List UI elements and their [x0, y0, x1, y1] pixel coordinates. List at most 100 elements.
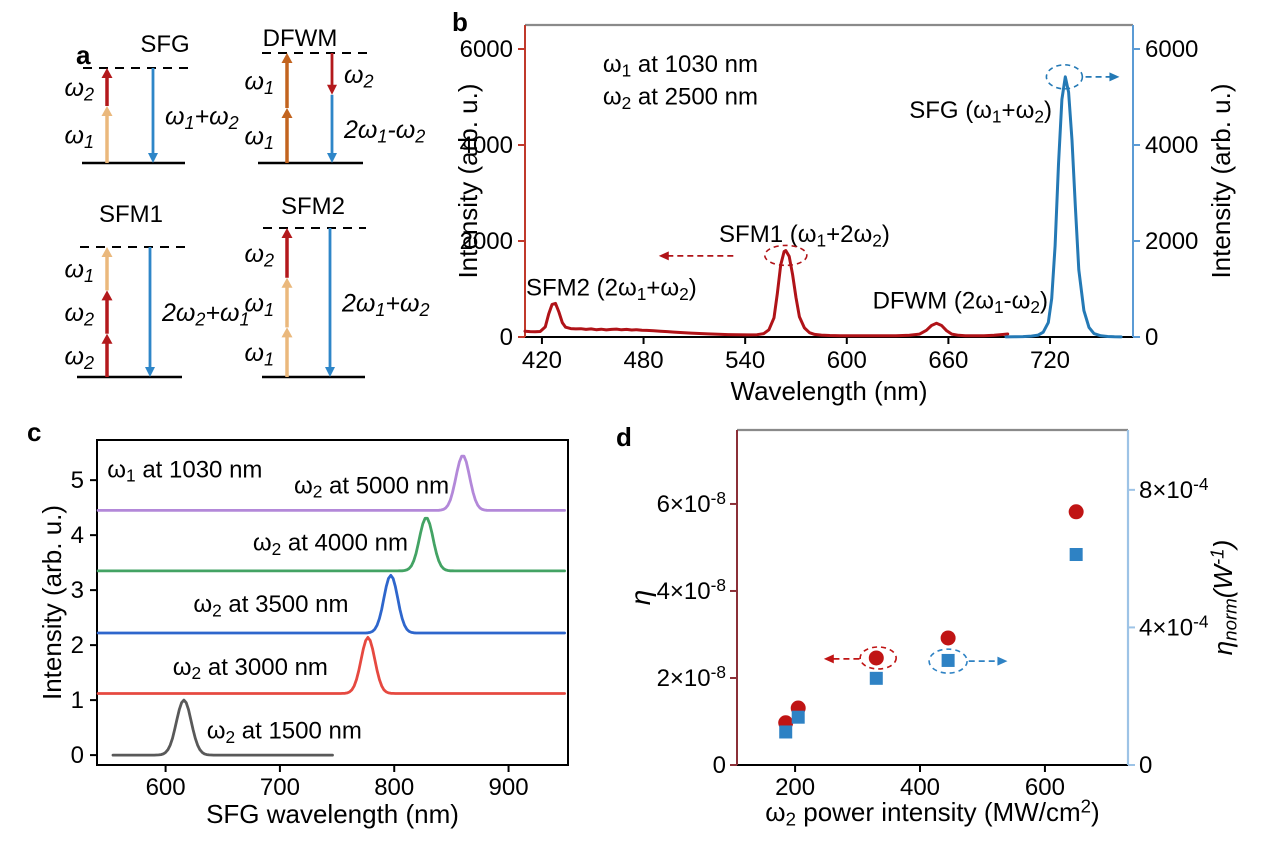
up-arrowhead	[101, 68, 113, 78]
b-x-tick-label: 540	[725, 347, 765, 374]
up-arrow-label: ω1	[245, 68, 275, 99]
b-x-tick-label: 480	[624, 347, 664, 374]
d-x-tick-label: 400	[900, 774, 940, 801]
d-left-y-tick-label: 4×10-8	[657, 575, 726, 605]
down-arrowhead	[148, 153, 158, 163]
dashed-arrow-head	[823, 654, 834, 664]
up-arrow-label: ω2	[65, 299, 95, 330]
diagram-sfm1: SFM1 ω2 ω2 ω1 2ω2+ω1	[65, 201, 249, 379]
dashed-ellipse-marker	[859, 646, 897, 670]
dashed-arrow-head	[1109, 72, 1120, 82]
c-plot-box	[96, 439, 569, 766]
b-left-y-tick-label: 6000	[460, 36, 513, 63]
diagram-title: DFWM	[263, 25, 338, 52]
d-x-axis-title: ω2 power intensity (MW/cm2)	[765, 795, 1099, 829]
b-x-tick-label: 720	[1030, 347, 1070, 374]
up-arrow-label: ω1	[245, 123, 275, 154]
c-w2-5000nm-label: ω2 at 5000 nm	[294, 472, 449, 501]
c-w2-1500nm-label: ω2 at 1500 nm	[207, 718, 362, 747]
b-left-y-axis-title: Intensity (arb. u.)	[453, 83, 483, 278]
dashed-ellipse-marker	[1045, 64, 1084, 90]
d-left-y-axis-title: η	[625, 590, 656, 606]
up-arrowhead	[281, 53, 293, 63]
d-eta-circles-point	[940, 630, 956, 646]
diagram-title: SFG	[140, 31, 189, 58]
up-arrowhead	[101, 290, 113, 301]
b-right-y-tick-label: 6000	[1145, 36, 1198, 63]
b-left-y-tick-label: 0	[500, 324, 513, 351]
up-arrowhead	[281, 108, 293, 118]
c-y-tick-label: 0	[71, 742, 84, 769]
annotation-text: ω2 at 2500 nm	[603, 84, 758, 113]
d-right-y-tick-label: 0	[1139, 752, 1152, 779]
d-eta-norm-squares-point	[869, 671, 883, 685]
b-right-y-tick-label: 0	[1145, 324, 1158, 351]
up-arrow-label: ω1	[245, 290, 275, 321]
d-left-y-tick-label: 2×10-8	[657, 662, 726, 692]
up-arrow-label: ω1	[245, 339, 275, 370]
dashed-ellipse-marker	[764, 244, 808, 267]
down-arrowhead	[325, 367, 335, 377]
panel-c-chart: 600 700 800 900 0 1 2 3 4 5 SFG wavelength (nm) Int…	[37, 439, 569, 829]
d-eta-norm-squares-point	[1069, 548, 1083, 562]
c-y-tick-label: 4	[71, 522, 84, 549]
down-arrow-label: 2ω1+ω2	[341, 290, 429, 321]
down-arrowhead	[327, 84, 337, 95]
annotation-text: DFWM (2ω1-ω2)	[873, 288, 1048, 317]
panel-d-chart: 200 400 600 0 2×10-8 4×10-8 6×10-8 0 4×10-4 8×10-…	[625, 428, 1241, 830]
d-x-tick-label: 600	[1025, 774, 1065, 801]
c-y-tick-label: 3	[71, 577, 84, 604]
d-right-y-tick-label: 4×10-4	[1139, 612, 1209, 642]
up-arrow-label: ω1	[65, 256, 95, 287]
b-x-tick-label: 660	[928, 347, 968, 374]
c-y-tick-label: 2	[71, 632, 84, 659]
down-arrowhead	[327, 153, 337, 163]
d-left-y-tick-label: 6×10-8	[657, 488, 726, 518]
b-left-y-tick-label: 2000	[460, 228, 513, 255]
c-w2-4000nm-label: ω2 at 4000 nm	[253, 530, 408, 559]
down-arrow-label: ω2	[344, 61, 374, 92]
c-x-tick-label: 900	[489, 774, 529, 801]
up-arrowhead	[101, 106, 113, 116]
c-w2-3000nm-label: ω2 at 3000 nm	[173, 654, 328, 683]
d-eta-circles-point	[1068, 504, 1084, 520]
up-arrowhead	[281, 277, 293, 288]
c-w2-3500nm-label: ω2 at 3500 nm	[193, 591, 348, 620]
dashed-arrow-head	[997, 656, 1008, 666]
b-right-y-tick-label: 2000	[1145, 228, 1198, 255]
b-blue-spectrum-curve	[1004, 75, 1123, 339]
d-eta-circles-point	[868, 650, 884, 666]
c-w2-5000nm-curve	[96, 454, 566, 512]
d-left-y-tick-label: 0	[713, 752, 726, 779]
c-x-tick-label: 600	[146, 774, 186, 801]
panel-label-a: a	[76, 40, 91, 70]
down-arrow-label: 2ω2+ω1	[161, 299, 249, 330]
down-arrow-label: ω1+ω2	[165, 103, 239, 134]
c-y-tick-label: 1	[71, 687, 84, 714]
c-x-axis-title: SFG wavelength (nm)	[206, 799, 459, 829]
b-left-y-tick-label: 4000	[460, 132, 513, 159]
dashed-ellipse-marker	[928, 648, 968, 674]
d-eta-norm-squares-point	[791, 710, 805, 724]
up-arrowhead	[281, 228, 293, 238]
up-arrow-label: ω1	[65, 122, 95, 153]
diagram-sfm2: SFM2 ω1 ω1 ω2 2ω1+ω2	[245, 193, 429, 379]
b-red-spectrum-curve	[523, 249, 1010, 338]
c-y-axis-title: Intensity (arb. u.)	[37, 505, 67, 700]
panel-label-c: c	[27, 417, 42, 447]
diagram-title: SFM2	[281, 193, 345, 220]
diagram-title: SFM1	[99, 201, 163, 228]
diagram-dfwm: DFWM ω1 ω1 ω2 2ω1-ω2	[245, 25, 425, 165]
up-arrow-label: ω2	[245, 240, 275, 271]
annotation-text: ω1 at 1030 nm	[107, 456, 262, 485]
c-x-tick-label: 800	[374, 774, 414, 801]
c-w2-4000nm-curve	[96, 516, 566, 573]
down-arrowhead	[145, 367, 155, 377]
b-x-tick-label: 420	[522, 347, 562, 374]
c-w2-1500nm-curve	[111, 698, 334, 757]
annotation-text: ω1 at 1030 nm	[603, 51, 758, 80]
panel-b-chart: 420 480 540 600 660 720 0 2000 4000 6000 0 2000 4000…	[453, 23, 1236, 406]
annotation-text: SFM1 (ω1+2ω2)	[719, 221, 890, 250]
